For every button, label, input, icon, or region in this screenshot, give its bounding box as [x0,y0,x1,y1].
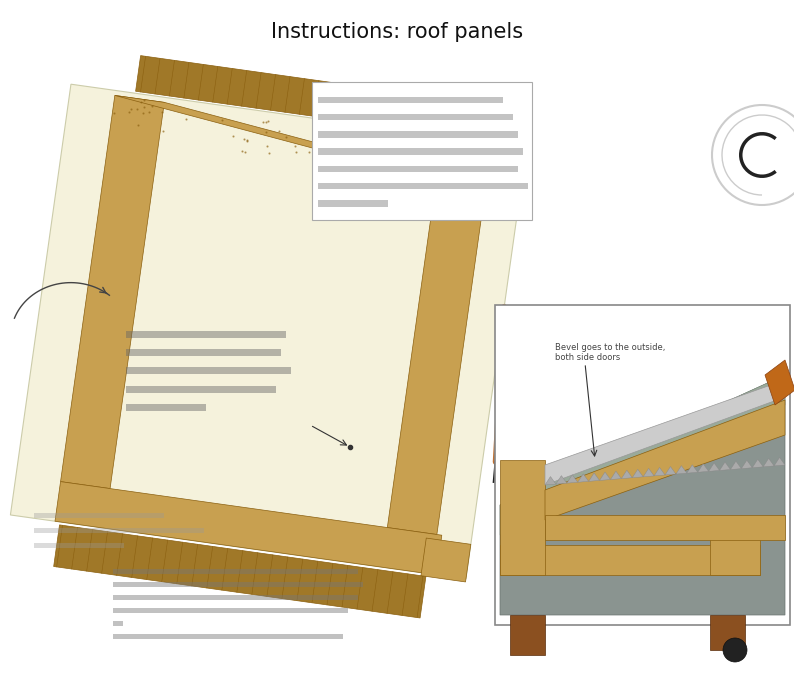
Bar [34,542,124,549]
Polygon shape [742,460,752,469]
Polygon shape [115,95,486,188]
Polygon shape [567,475,578,483]
Polygon shape [710,525,760,575]
Polygon shape [54,525,426,618]
Polygon shape [545,477,556,485]
Polygon shape [599,472,611,480]
Polygon shape [752,459,763,468]
Polygon shape [10,84,526,579]
Polygon shape [687,464,698,473]
Circle shape [723,638,747,662]
Text: Instructions: roof panels: Instructions: roof panels [271,22,523,42]
Bar [318,114,513,120]
Bar [120,315,310,425]
Polygon shape [545,400,785,520]
Polygon shape [676,466,687,474]
Polygon shape [643,469,654,477]
Polygon shape [622,470,632,479]
Polygon shape [510,615,545,655]
Polygon shape [708,463,719,471]
Polygon shape [774,458,785,466]
Bar [113,595,358,600]
Polygon shape [765,360,794,405]
Polygon shape [665,466,676,475]
Bar [113,569,358,574]
Bar [318,131,518,137]
Bar [113,621,123,626]
Polygon shape [500,375,785,615]
Bar [318,166,518,172]
Bar [495,305,790,625]
Polygon shape [654,467,665,476]
Bar [126,367,291,374]
Polygon shape [545,515,785,540]
Polygon shape [632,469,643,477]
Polygon shape [387,181,486,534]
Bar [107,558,392,646]
Polygon shape [500,545,760,575]
Polygon shape [588,473,599,482]
Bar [113,582,363,587]
Bar [318,96,503,103]
Bar [34,528,204,534]
Bar [126,386,276,393]
Bar [126,404,206,411]
Bar [113,634,343,639]
Polygon shape [421,538,471,582]
Polygon shape [136,55,497,142]
Polygon shape [55,482,441,575]
Bar [318,183,528,189]
Polygon shape [719,462,730,471]
Polygon shape [60,95,164,488]
Bar [318,148,523,155]
Polygon shape [698,464,708,472]
Bar [34,513,164,518]
Bar [318,200,388,207]
Polygon shape [500,460,545,575]
Bar [126,349,281,356]
Polygon shape [578,474,588,482]
Text: Bevel goes to the outside,
both side doors: Bevel goes to the outside, both side doo… [555,343,665,363]
Polygon shape [710,615,745,650]
Polygon shape [545,380,785,485]
Polygon shape [611,471,622,479]
Polygon shape [556,475,567,484]
Bar [28,500,223,548]
Bar [113,608,348,613]
Polygon shape [763,458,774,466]
Polygon shape [500,375,785,535]
Polygon shape [730,461,742,469]
Bar [312,82,532,220]
Bar [126,330,286,337]
